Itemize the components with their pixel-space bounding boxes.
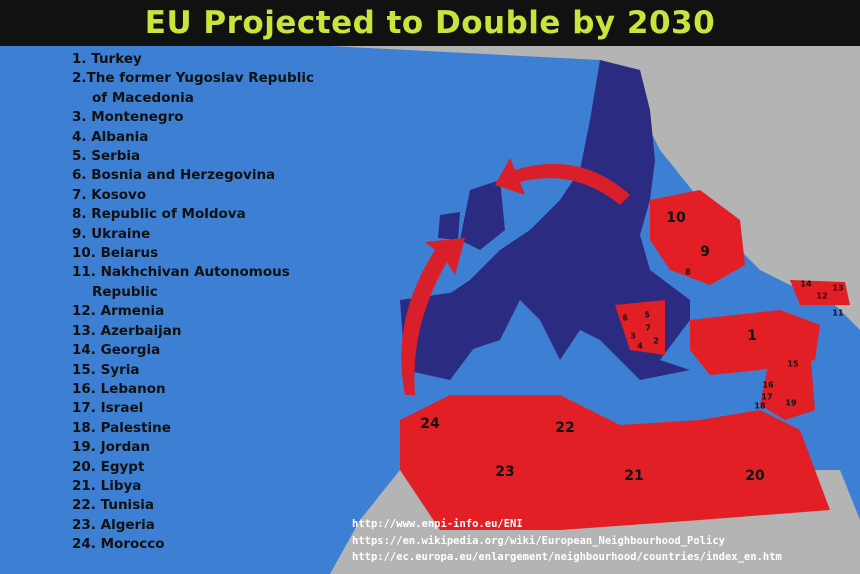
map-label: 13 [832, 284, 843, 293]
map-label: 1 [747, 328, 757, 344]
list-item: 12. Armenia [72, 303, 165, 320]
list-item: 24. Morocco [72, 536, 165, 553]
list-item: 17. Israel [72, 400, 144, 417]
map-label: 17 [761, 393, 772, 402]
uk [460, 180, 505, 250]
ukraine-belarus [650, 190, 745, 285]
list-item: 4. Albania [72, 128, 149, 145]
list-item: 20. Egypt [72, 458, 145, 475]
country-list: 1. Turkey 2.The former Yugoslav Republic … [72, 50, 322, 555]
map-label: 16 [762, 381, 774, 390]
levant [760, 350, 815, 420]
list-item: 23. Algeria [72, 516, 155, 533]
list-item: 14. Georgia [72, 342, 161, 359]
caucasus [790, 280, 850, 305]
list-item: 13. Azerbaijan [72, 322, 182, 339]
list-item: 22. Tunisia [72, 497, 154, 514]
list-item: 6. Bosnia and Herzegovina [72, 167, 276, 184]
url: http://ec.europa.eu/enlargement/neighbou… [352, 551, 782, 563]
map-label: 24 [420, 416, 440, 432]
map-label: 14 [800, 280, 812, 289]
map-label: 23 [495, 464, 514, 480]
map-label: 7 [645, 324, 651, 333]
list-item: 15. Syria [72, 361, 140, 378]
list-item: 2.The former Yugoslav Republic of Macedo… [72, 70, 314, 106]
list-item: 21. Libya [72, 477, 142, 494]
eu-region [420, 60, 690, 380]
map-label: 10 [666, 210, 686, 226]
north-africa [400, 395, 830, 530]
map-label: 4 [637, 342, 643, 351]
map-label: 21 [624, 468, 643, 484]
list-item: 10. Belarus [72, 245, 159, 262]
list-item: 16. Lebanon [72, 380, 166, 397]
url: https://en.wikipedia.org/wiki/European_N… [352, 534, 725, 547]
map-label: 9 [700, 244, 710, 260]
list-item: 19. Jordan [72, 439, 150, 456]
arrow [401, 238, 465, 395]
map-label: 12 [816, 292, 827, 301]
list-item: 11. Nakhchivan Autonomous Republic [72, 264, 290, 300]
map-label: 18 [754, 402, 766, 411]
map-label: 6 [622, 314, 628, 323]
map-label: 22 [555, 420, 574, 436]
map-label: 20 [745, 468, 765, 484]
arrow [495, 158, 630, 205]
list-item: 1. Turkey [72, 51, 142, 67]
map-label: 5 [644, 311, 650, 320]
list-item: 18. Palestine [72, 419, 171, 436]
list-item: 9. Ukraine [72, 225, 151, 242]
map-label: 3 [630, 332, 636, 341]
title: EU Projected to Double by 2030 [0, 0, 860, 46]
land-grey [330, 46, 860, 330]
url: http://www.enpi-info.eu/ENI [352, 518, 523, 530]
map-label: 19 [785, 399, 797, 408]
map-label: 2 [653, 337, 659, 346]
list-item: 8. Republic of Moldova [72, 206, 246, 223]
list-item: 3. Montenegro [72, 109, 184, 126]
ireland [438, 212, 460, 240]
map-label: 15 [787, 360, 799, 369]
list-item: 7. Kosovo [72, 186, 147, 203]
list-item: 5. Serbia [72, 148, 141, 165]
map-label: 11 [832, 309, 844, 318]
balkans [615, 300, 665, 355]
map-label: 8 [685, 268, 691, 277]
links: http://www.enpi-info.eu/ENI https://en.wi… [352, 516, 782, 566]
